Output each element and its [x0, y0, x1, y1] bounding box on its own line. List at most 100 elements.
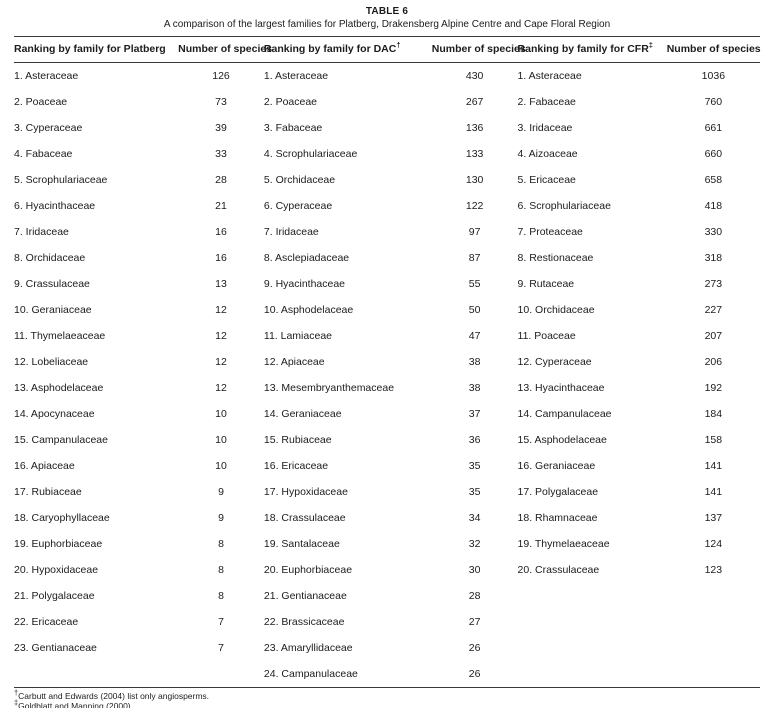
family-cell-dac: 1. Asteraceae [263, 70, 329, 82]
species-count-cell-platberg: 8 [218, 590, 224, 602]
species-count-cell-dac: 50 [468, 304, 481, 316]
family-cell-dac: 7. Iridaceae [263, 226, 319, 238]
table-row: 12. Lobeliaceae 12 12. Apiaceae 38 12. Cyper… [14, 349, 760, 375]
family-cell-dac: 15. Rubiaceae [263, 434, 332, 446]
family-cell-cfr: 1. Asteraceae [517, 70, 582, 82]
species-count-cell-platberg: 8 [218, 538, 224, 550]
footnote-marker: † [396, 40, 401, 50]
species-count-cell-dac: 32 [468, 538, 481, 550]
table-row: 15. Campanulaceae 10 15. Rubiaceae 36 15. As… [14, 427, 760, 453]
family-cell-platberg: 16. Apiaceae [14, 460, 75, 472]
species-count-cell-cfr: 184 [704, 408, 723, 420]
table-row: 6. Hyacinthaceae 21 6. Cyperaceae 122 6. Scr… [14, 193, 760, 219]
family-cell-dac: 21. Gentianaceae [263, 590, 347, 602]
family-cell-platberg: 17. Rubiaceae [14, 486, 82, 498]
species-count-cell-dac: 35 [468, 460, 481, 472]
column-header-species-count-dac: Number of species [431, 36, 526, 63]
species-count-cell-platberg: 12 [215, 330, 227, 342]
species-count-cell-dac: 55 [468, 278, 481, 290]
table-row: 1. Asteraceae 126 1. Asteraceae 430 1. Aster… [14, 63, 760, 90]
species-count-cell-dac: 26 [468, 668, 481, 680]
species-count-cell-cfr: 141 [704, 486, 723, 498]
family-cell-dac: 19. Santalaceae [263, 538, 340, 550]
family-cell-cfr [518, 583, 667, 609]
species-count-cell-dac: 38 [468, 356, 481, 368]
species-count-cell-dac: 34 [468, 512, 481, 524]
species-count-cell-dac: 35 [468, 486, 481, 498]
family-cell-dac: 16. Ericaceae [263, 460, 329, 472]
species-count-cell-cfr [667, 609, 760, 635]
species-count-cell-platberg: 12 [215, 356, 227, 368]
species-count-cell-cfr: 661 [704, 122, 723, 134]
species-count-cell-platberg: 13 [215, 278, 227, 290]
species-count-cell-cfr [667, 661, 760, 688]
table-row: 7. Iridaceae 16 7. Iridaceae 97 7. Proteacea… [14, 219, 760, 245]
species-count-cell-platberg: 21 [215, 200, 227, 212]
footnote: ‡Goldblatt and Manning (2000). [14, 698, 133, 708]
family-cell-platberg: 10. Geraniaceae [14, 304, 92, 316]
family-cell-platberg: 15. Campanulaceae [14, 434, 108, 446]
species-count-cell-cfr: 418 [704, 200, 723, 212]
family-cell-platberg: 20. Hypoxidaceae [14, 564, 99, 576]
species-count-cell-dac: 133 [465, 148, 484, 160]
table-row: 10. Geraniaceae 12 10. Asphodelaceae 50 10. … [14, 297, 760, 323]
species-count-cell-dac: 27 [468, 616, 481, 628]
species-count-cell-dac: 36 [468, 434, 481, 446]
species-count-cell-dac: 28 [468, 590, 481, 602]
family-cell-cfr: 11. Poaceae [517, 330, 576, 342]
table-body: 1. Asteraceae 126 1. Asteraceae 430 1. Aster… [14, 63, 760, 688]
table-row: 11. Thymelaeaceae 12 11. Lamiaceae 47 11. Po… [14, 323, 760, 349]
table-header: Ranking by family for Platberg Number of … [14, 36, 761, 63]
species-count-cell-cfr: 123 [704, 564, 723, 576]
species-count-cell-platberg: 16 [215, 252, 227, 264]
species-count-cell-platberg: 7 [218, 616, 224, 628]
family-cell-platberg: 11. Thymelaeaceae [14, 330, 106, 342]
species-count-cell-cfr: 158 [704, 434, 723, 446]
table-row: 2. Poaceae 73 2. Poaceae 267 2. Fabaceae 760 [14, 89, 760, 115]
species-count-cell-platberg: 10 [215, 460, 227, 472]
species-count-cell-platberg: 16 [215, 226, 227, 238]
family-cell-cfr: 5. Ericaceae [517, 174, 576, 186]
family-cell-platberg: 5. Scrophulariaceae [14, 174, 108, 186]
family-cell-dac: 24. Campanulaceae [263, 668, 358, 680]
species-count-cell-platberg: 7 [218, 642, 224, 654]
table-row: 20. Hypoxidaceae 8 20. Euphorbiaceae 30 20. … [14, 557, 760, 583]
family-cell-platberg: 7. Iridaceae [14, 226, 69, 238]
species-count-cell-dac: 136 [465, 122, 484, 134]
species-count-cell-dac: 26 [468, 642, 481, 654]
family-cell-cfr: 3. Iridaceae [517, 122, 573, 134]
column-header-species-count-platberg: Number of species [178, 36, 272, 63]
family-cell-platberg: 13. Asphodelaceae [14, 382, 104, 394]
table-row: 24. Campanulaceae 26 [14, 661, 760, 688]
species-count-cell-dac: 97 [468, 226, 481, 238]
species-count-cell-platberg: 73 [215, 96, 227, 108]
table-description: A comparison of the largest families for… [163, 19, 611, 30]
table-row: 21. Polygalaceae 8 21. Gentianaceae 28 [14, 583, 760, 609]
family-cell-cfr [518, 609, 667, 635]
family-cell-cfr: 14. Campanulaceae [517, 408, 612, 420]
table-row: 8. Orchidaceae 16 8. Asclepiadaceae 87 8. Re… [14, 245, 760, 271]
species-count-cell-platberg: 126 [212, 70, 230, 82]
family-cell-platberg: 21. Polygalaceae [14, 590, 95, 602]
family-cell-dac: 22. Brassicaceae [263, 616, 345, 628]
family-cell-platberg: 8. Orchidaceae [14, 252, 86, 264]
species-count-cell-platberg: 8 [218, 564, 224, 576]
header-row: Ranking by family for Platberg Number of … [14, 36, 761, 63]
table-row: 3. Cyperaceae 39 3. Fabaceae 136 3. Iridacea… [14, 115, 760, 141]
family-cell-dac: 6. Cyperaceae [263, 200, 333, 212]
family-cell-platberg: 4. Fabaceae [14, 148, 73, 160]
table-row: 16. Apiaceae 10 16. Ericaceae 35 16. Gerania… [14, 453, 760, 479]
table-row: 23. Gentianaceae 7 23. Amaryllidaceae 26 [14, 635, 760, 661]
species-count-cell-platberg: 39 [215, 122, 227, 134]
species-count-cell-platberg: 33 [215, 148, 227, 160]
family-cell-platberg: 23. Gentianaceae [14, 642, 97, 654]
species-count-cell-platberg: 10 [215, 434, 227, 446]
table-row: 5. Scrophulariaceae 28 5. Orchidaceae 130 5.… [14, 167, 760, 193]
species-count-cell-cfr: 227 [704, 304, 723, 316]
family-cell-dac: 8. Asclepiadaceae [263, 252, 350, 264]
family-cell-platberg: 6. Hyacinthaceae [14, 200, 96, 212]
family-cell-cfr: 7. Proteaceae [517, 226, 583, 238]
table-footnotes: †Carbutt and Edwards (2004) list only an… [14, 689, 760, 708]
family-cell-dac: 11. Lamiaceae [263, 330, 332, 342]
family-cell-cfr: 15. Asphodelaceae [517, 434, 607, 446]
